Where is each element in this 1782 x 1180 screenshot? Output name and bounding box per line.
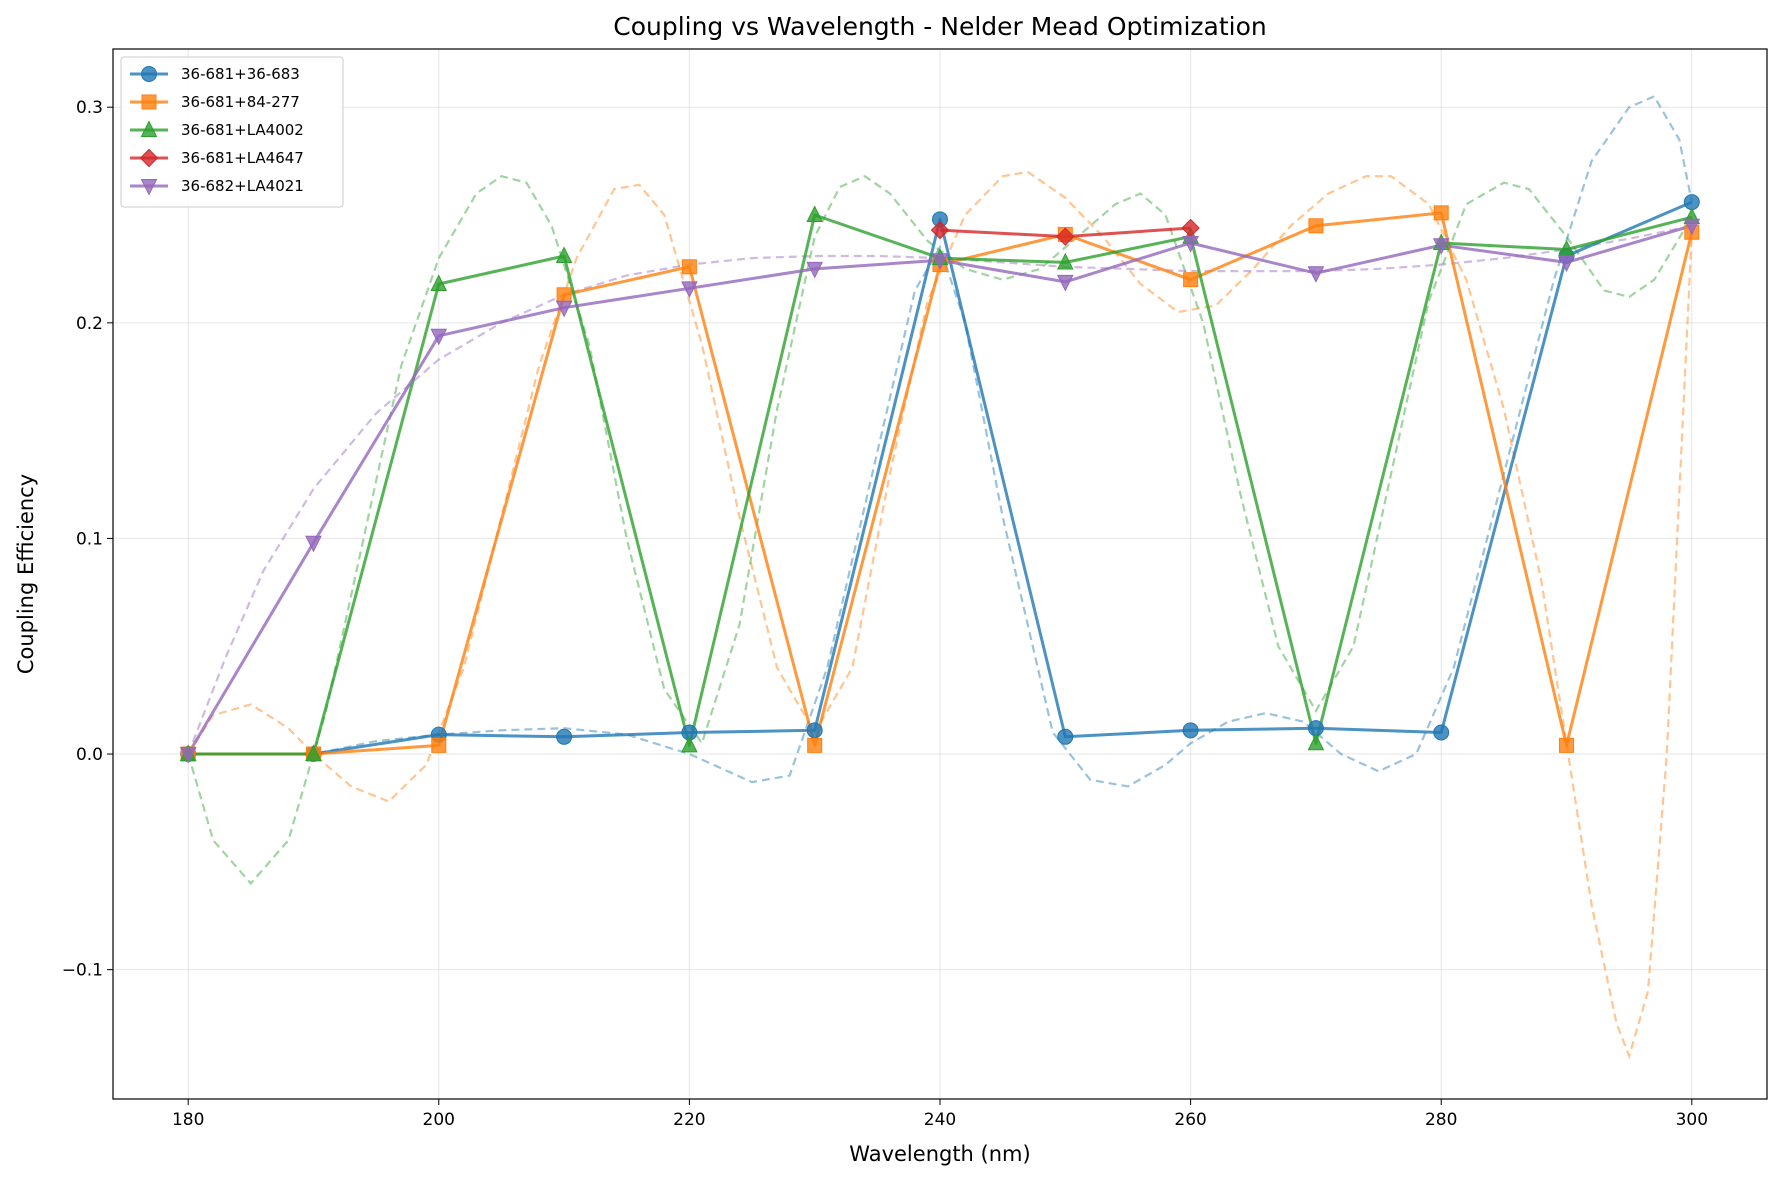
- data-point: [1182, 722, 1199, 739]
- y-tick-label: 0.1: [76, 529, 103, 549]
- data-point: [1057, 728, 1074, 745]
- series-markers: [179, 194, 1701, 764]
- data-point: [681, 259, 697, 275]
- x-tick-label: 200: [423, 1110, 455, 1130]
- data-point: [555, 246, 573, 263]
- data-point: [806, 722, 823, 739]
- data-point: [930, 220, 950, 240]
- data-point: [1183, 272, 1199, 288]
- legend-marker: [139, 148, 159, 168]
- legend: 36-681+36-683 36-681+84-277 36-681+LA4002 3…: [120, 56, 344, 208]
- legend-marker: [141, 66, 157, 82]
- data-point: [1433, 724, 1450, 741]
- legend-marker: [141, 94, 157, 110]
- legend-label: 36-681+36-683: [181, 65, 300, 83]
- y-tick-label: −0.1: [62, 961, 103, 981]
- data-point: [179, 747, 197, 764]
- data-point: [1432, 238, 1450, 255]
- data-point: [1308, 218, 1324, 234]
- legend-marker: [140, 120, 158, 137]
- data-point: [1307, 266, 1325, 283]
- data-point: [431, 737, 447, 753]
- data-point: [556, 287, 572, 303]
- data-point: [555, 300, 573, 318]
- x-axis-title: Wavelength (nm): [849, 1142, 1030, 1166]
- legend-label: 36-682+LA4021: [181, 177, 304, 195]
- data-point: [1056, 274, 1074, 292]
- data-point: [1182, 236, 1199, 253]
- fit-curves: [187, 95, 1693, 1060]
- fit-curve-5: [187, 224, 1693, 755]
- data-point: [681, 735, 698, 753]
- x-tick-label: 220: [673, 1110, 705, 1130]
- data-point: [1307, 720, 1324, 737]
- x-tick-label: 180: [172, 1110, 204, 1130]
- data-point: [931, 253, 949, 270]
- data-point: [1558, 255, 1575, 273]
- data-point: [1307, 733, 1325, 751]
- data-point: [1559, 737, 1575, 753]
- data-point: [806, 261, 824, 279]
- y-tick-label: 0.3: [76, 98, 103, 118]
- data-point: [1056, 252, 1074, 270]
- x-tick-label: 280: [1425, 1110, 1457, 1130]
- legend-marker: [140, 179, 158, 196]
- data-point: [681, 281, 698, 298]
- data-point: [305, 744, 322, 762]
- data-point: [1056, 227, 1075, 246]
- axis-ticks: 180 200 220 240 260 280 300 −0.1 0.0 0.1 0.2 0.3: [62, 98, 1708, 1130]
- legend-label: 36-681+84-277: [181, 93, 300, 111]
- legend-box: [120, 56, 344, 208]
- legend-label: 36-681+LA4647: [181, 149, 304, 167]
- data-point: [556, 728, 573, 745]
- data-point: [1683, 218, 1701, 236]
- chart-title: Coupling vs Wavelength - Nelder Mead Opt…: [613, 12, 1267, 41]
- data-point: [807, 737, 823, 753]
- data-point: [430, 328, 448, 346]
- data-point: [1683, 194, 1700, 211]
- y-tick-label: 0.2: [76, 314, 103, 334]
- x-tick-label: 240: [924, 1110, 956, 1130]
- x-tick-label: 300: [1676, 1110, 1708, 1130]
- fit-curve-1: [188, 95, 1693, 788]
- fit-curve-3: [187, 174, 1693, 886]
- legend-label: 36-681+LA4002: [181, 121, 304, 139]
- y-axis-title: Coupling Efficiency: [14, 474, 38, 674]
- data-point: [806, 205, 824, 223]
- fit-curve-2: [187, 170, 1693, 1060]
- data-point: [430, 274, 448, 292]
- y-tick-label: 0.0: [76, 745, 103, 765]
- data-point: [1433, 205, 1449, 221]
- x-tick-label: 260: [1174, 1110, 1206, 1130]
- data-point: [305, 535, 322, 553]
